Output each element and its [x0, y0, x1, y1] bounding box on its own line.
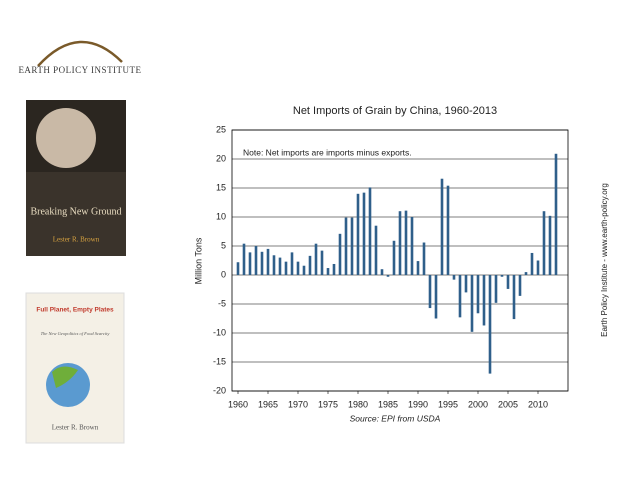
bar: [266, 248, 270, 275]
x-tick-label: 2010: [528, 399, 548, 409]
bar: [422, 242, 426, 275]
cover-photo: [26, 172, 126, 256]
book-title: Breaking New Ground: [30, 206, 121, 217]
x-tick-label: 2000: [468, 399, 488, 409]
bar: [332, 263, 336, 275]
book-author: Lester R. Brown: [53, 236, 100, 244]
bar: [482, 275, 486, 326]
bar: [248, 252, 252, 275]
chart-title: Net Imports of Grain by China, 1960-2013: [293, 105, 497, 117]
bar: [254, 246, 258, 275]
book-title: Full Planet, Empty Plates: [36, 307, 114, 314]
y-tick-label: 20: [216, 153, 226, 163]
x-tick-label: 1960: [228, 399, 248, 409]
bar: [518, 275, 522, 296]
bar: [350, 217, 354, 275]
bar: [398, 211, 402, 275]
cover-photo: [36, 108, 96, 168]
x-tick-label: 1995: [438, 399, 458, 409]
x-tick-label: 2005: [498, 399, 518, 409]
bar: [284, 261, 288, 275]
credit: Earth Policy Institute - www.earth-polic…: [600, 183, 609, 337]
bar: [272, 255, 276, 275]
bar: [314, 243, 318, 275]
source: Source: EPI from USDA: [350, 413, 441, 423]
bar: [368, 187, 372, 275]
bar: [428, 275, 432, 309]
book-subtitle: The New Geopolitics of Food Scarcity: [41, 331, 110, 336]
bar: [500, 275, 504, 277]
y-tick-label: 5: [221, 240, 226, 250]
bar: [338, 233, 342, 275]
y-tick-label: 0: [221, 269, 226, 279]
bar: [326, 268, 330, 275]
bar: [470, 275, 474, 332]
bar: [446, 185, 450, 275]
x-tick-label: 1970: [288, 399, 308, 409]
y-tick-label: 25: [216, 124, 226, 134]
bar: [356, 193, 360, 275]
bar: [296, 261, 300, 275]
x-tick-label: 1980: [348, 399, 368, 409]
x-tick-label: 1990: [408, 399, 428, 409]
x-tick-label: 1965: [258, 399, 278, 409]
bar: [494, 275, 498, 303]
bar: [386, 275, 390, 277]
bar: [404, 210, 408, 275]
y-axis-label: Million Tons: [193, 237, 203, 284]
bar: [290, 252, 294, 275]
y-tick-label: 15: [216, 182, 226, 192]
bar: [536, 260, 540, 275]
bar: [344, 217, 348, 275]
bar: [530, 252, 534, 275]
y-tick-label: -15: [213, 356, 226, 366]
bar: [476, 275, 480, 314]
bar: [374, 225, 378, 275]
bar: [416, 261, 420, 275]
y-tick-label: -10: [213, 327, 226, 337]
x-tick-label: 1985: [378, 399, 398, 409]
bar: [542, 211, 546, 275]
bar: [434, 275, 438, 319]
logo-arc: [37, 40, 123, 67]
bar: [464, 275, 468, 293]
bar: [278, 257, 282, 275]
y-tick-label: 10: [216, 211, 226, 221]
bar: [242, 243, 246, 275]
bar: [380, 269, 384, 275]
bar: [488, 275, 492, 374]
bar: [440, 178, 444, 275]
bar: [260, 251, 264, 275]
annotation: Note: Net imports are imports minus expo…: [243, 147, 412, 157]
bar: [512, 275, 516, 320]
bar: [410, 217, 414, 275]
bar: [362, 192, 366, 275]
bar: [458, 275, 462, 318]
bar: [320, 250, 324, 275]
bar: [392, 240, 396, 275]
cover-apple: [52, 366, 78, 388]
bar: [554, 153, 558, 275]
bar: [506, 275, 510, 289]
bar: [302, 265, 306, 275]
y-tick-label: -20: [213, 385, 226, 395]
book-author: Lester R. Brown: [52, 424, 99, 432]
y-tick-label: -5: [218, 298, 226, 308]
bar: [236, 262, 240, 275]
x-tick-label: 1975: [318, 399, 338, 409]
logo-text: Earth Policy Institute: [18, 65, 141, 75]
bar: [524, 272, 528, 275]
bar: [548, 215, 552, 275]
bar: [308, 255, 312, 275]
bar: [452, 275, 456, 280]
